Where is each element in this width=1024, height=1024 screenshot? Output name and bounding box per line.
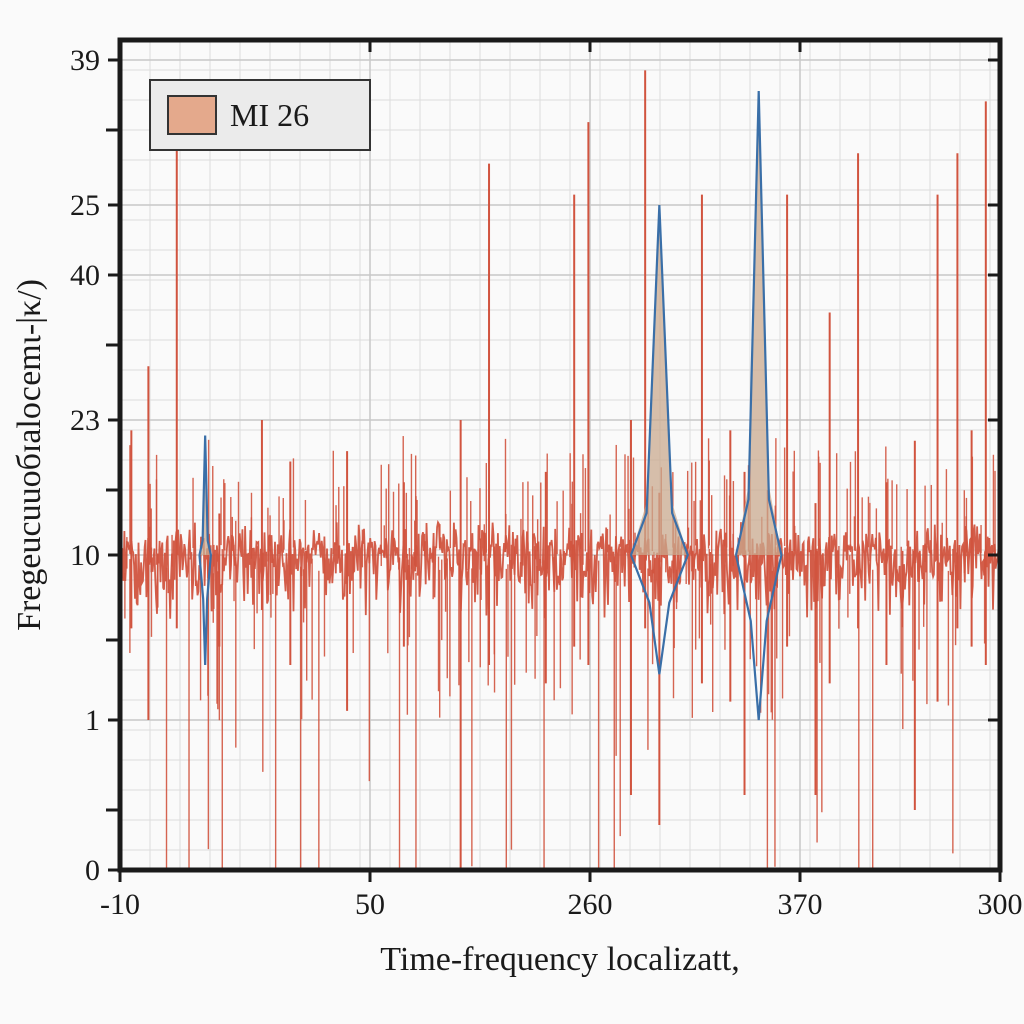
x-axis-label: Time-frequency localizatt, [380, 941, 739, 978]
y-tick-label: 0 [85, 854, 100, 887]
y-tick-label: 10 [70, 539, 100, 572]
legend-label: MI 26 [230, 97, 309, 133]
x-tick-label: -10 [100, 888, 140, 921]
y-tick-label: 1 [85, 704, 100, 737]
y-tick-label: 25 [70, 189, 100, 222]
x-tick-label: 300 [978, 888, 1023, 921]
legend: MI 26 [150, 80, 370, 150]
chart-container: -10 50 260 370 300 0 1 10 23 40 25 39 Time-frequency… [0, 0, 1024, 1024]
chart-svg: -10 50 260 370 300 0 1 10 23 40 25 39 Time-frequency… [0, 0, 1024, 1024]
x-tick-label: 50 [355, 888, 385, 921]
y-axis-label: Fregeucuuобɪаlосеmι-|κ/) [11, 279, 48, 631]
y-tick-label: 40 [70, 259, 100, 292]
y-tick-label: 39 [70, 44, 100, 77]
x-tick-label: 370 [778, 888, 823, 921]
y-tick-label: 23 [70, 404, 100, 437]
x-tick-label: 260 [568, 888, 613, 921]
